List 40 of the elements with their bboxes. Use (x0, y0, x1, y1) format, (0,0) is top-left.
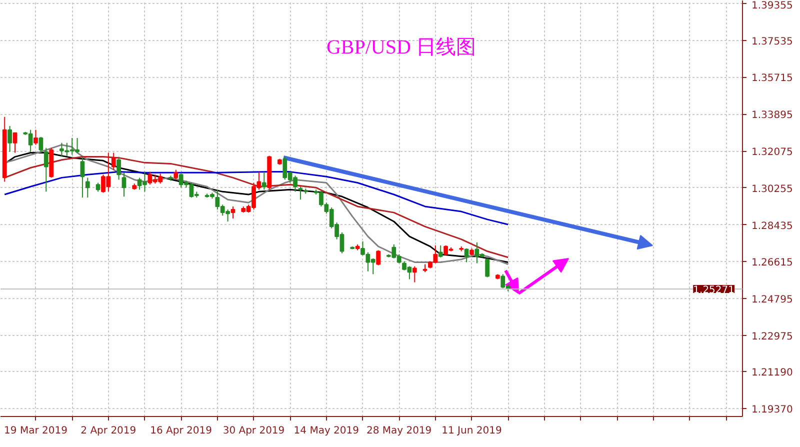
y-tick-label: 1.39355 (752, 0, 793, 12)
candlestick (8, 125, 12, 152)
y-tick-label: 1.22975 (752, 332, 793, 343)
x-tick-label: 11 Jun 2019 (442, 426, 502, 436)
candlestick (412, 266, 417, 283)
candlestick (12, 132, 18, 154)
candlestick (111, 152, 116, 170)
y-tick-label: 1.24795 (752, 294, 793, 306)
text: GBP/USD 日线图 (326, 36, 476, 58)
x-tick-label: 28 May 2019 (366, 426, 432, 436)
y-tick-label: 1.33895 (752, 110, 793, 122)
x-tick-label: 19 Mar 2019 (4, 426, 68, 436)
x-tick-label: 14 May 2019 (294, 426, 360, 436)
ref-line-label: 1.25271 (693, 284, 735, 296)
candlestick (298, 186, 303, 200)
candlestick (85, 177, 90, 198)
y-tick-label: 1.35715 (752, 73, 793, 84)
candlestick (122, 172, 126, 198)
candlestick (38, 136, 44, 154)
y-tick-label: 1.26615 (752, 258, 793, 269)
candlestick (230, 206, 236, 219)
y-tick-label: 1.21190 (752, 368, 793, 379)
candlestick (44, 147, 48, 192)
candlestick (438, 244, 443, 258)
y-tick-label: 1.37535 (752, 36, 793, 48)
candlestick (464, 248, 469, 263)
y-tick-label: 1.30255 (752, 184, 793, 195)
candlestick (116, 156, 121, 180)
y-tick-label: 1.19370 (752, 404, 793, 416)
x-tick-label: 30 Apr 2019 (222, 426, 285, 436)
candlestick (174, 169, 178, 180)
candlestick (376, 250, 380, 266)
x-tick-label: 2 Apr 2019 (80, 426, 136, 436)
candlestick (80, 156, 85, 198)
candlestick (485, 258, 490, 278)
y-tick-label: 1.32075 (752, 147, 793, 158)
candlestick (34, 129, 38, 146)
y-tick-label: 1.28435 (752, 220, 793, 232)
candlestick (262, 171, 266, 190)
x-tick-label: 16 Apr 2019 (150, 426, 212, 436)
